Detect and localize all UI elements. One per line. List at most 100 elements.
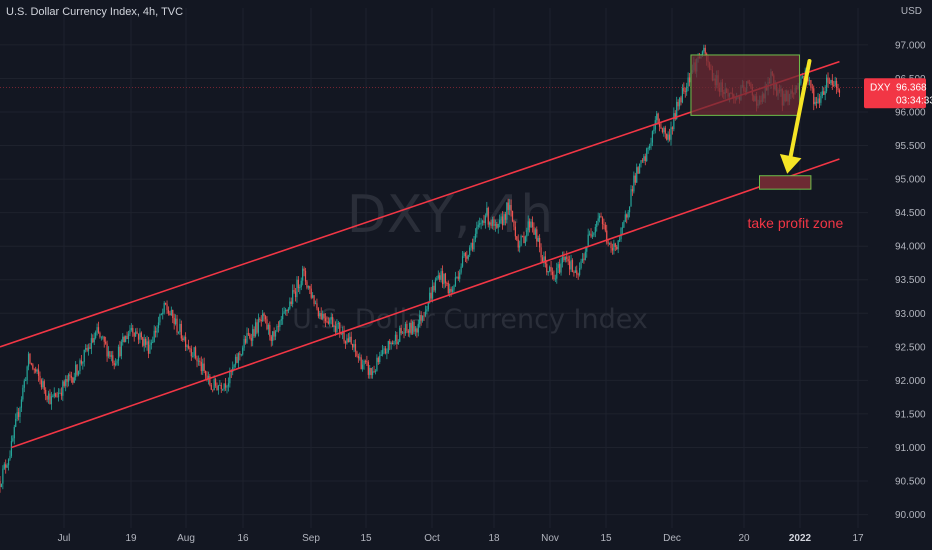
candle-body <box>521 235 524 237</box>
candle-body <box>244 338 247 343</box>
candle-body <box>283 311 285 314</box>
candle-body <box>137 333 140 340</box>
candle-body <box>382 349 384 355</box>
candle-body <box>814 101 816 105</box>
candle-body <box>279 320 281 327</box>
candle-body <box>423 315 425 317</box>
candle-body <box>571 260 574 272</box>
candle-body <box>821 91 823 96</box>
candle-body <box>289 301 291 309</box>
candle-body <box>390 342 392 345</box>
candle-body <box>420 314 422 321</box>
candle-body <box>464 253 467 257</box>
candle-body <box>579 268 581 276</box>
candle-body <box>252 329 254 341</box>
candle-body <box>541 257 544 263</box>
candle-body <box>190 348 192 357</box>
candle-body <box>830 79 832 84</box>
candle-body <box>199 360 201 362</box>
candle-body <box>274 331 277 337</box>
candle-body <box>584 251 586 260</box>
candle-body <box>523 236 525 244</box>
candle-body <box>307 286 309 288</box>
candle-body <box>576 270 578 275</box>
candle-body <box>293 290 295 292</box>
candle-body <box>333 325 335 327</box>
candle-body <box>90 338 92 349</box>
candle-body <box>494 223 496 226</box>
candle-body <box>110 355 112 357</box>
candle-body <box>197 360 200 362</box>
candle-body <box>284 309 287 312</box>
candle-body <box>135 331 137 337</box>
candle-body <box>73 377 75 383</box>
candle-body <box>32 364 34 369</box>
candle-body <box>356 351 358 356</box>
candle-body <box>469 247 471 256</box>
candle-body <box>165 302 167 305</box>
candle-body <box>450 288 452 292</box>
candle-body <box>514 226 516 237</box>
candle-body <box>313 295 315 304</box>
candle-body <box>337 322 339 324</box>
candle-body <box>516 236 518 240</box>
candle-body <box>63 381 65 386</box>
candle-body <box>600 215 602 218</box>
candle-body <box>122 336 124 342</box>
candle-body <box>503 214 505 226</box>
candle-body <box>604 224 606 231</box>
candle-body <box>661 128 664 133</box>
candle-body <box>150 342 152 345</box>
candle-body <box>80 360 82 364</box>
candle-body <box>174 318 177 325</box>
candle-body <box>825 77 828 92</box>
candle-body <box>56 396 58 398</box>
time-axis[interactable]: Jul 19 Aug 16 Sep 15 Oct 18 Nov 15 Dec 20 2022 17 <box>0 528 932 550</box>
candle-body <box>277 326 279 328</box>
candle-body <box>264 316 267 320</box>
candle-body <box>184 336 187 347</box>
candle-body <box>362 364 364 370</box>
candle-body <box>303 268 305 271</box>
take-profit-zone <box>759 175 812 190</box>
candle-body <box>586 246 588 252</box>
last-price-symbol: DXY <box>870 82 891 93</box>
candle-body <box>169 313 171 316</box>
candle-body <box>189 348 191 349</box>
candle-body <box>833 85 835 86</box>
price-tick-label: 90.000 <box>895 510 926 521</box>
candle-body <box>664 127 666 134</box>
candle-body <box>406 324 408 331</box>
candle-body <box>824 91 826 95</box>
candle-body <box>524 236 526 244</box>
candle-body <box>29 353 31 364</box>
candle-body <box>807 78 809 82</box>
candle-body <box>176 318 178 333</box>
candle-body <box>437 275 439 279</box>
candle-body <box>551 271 554 275</box>
candle-body <box>620 228 622 240</box>
candle-body <box>125 335 127 343</box>
candle-body <box>314 303 317 305</box>
candle-body <box>177 331 180 333</box>
candle-body <box>529 221 531 228</box>
candle-body <box>136 331 138 334</box>
candle-body <box>180 323 182 339</box>
candle-body <box>643 156 645 161</box>
candle-body <box>157 322 160 328</box>
candle-body <box>703 47 705 52</box>
candle-body <box>394 334 397 342</box>
time-tick-label: 19 <box>125 533 137 544</box>
candle-body <box>53 393 55 397</box>
candle-body <box>581 258 584 262</box>
candle-body <box>500 216 502 221</box>
candle-body <box>186 345 188 347</box>
candle-body <box>543 256 545 263</box>
candle-body <box>23 380 25 388</box>
candle-body <box>510 205 512 211</box>
candle-body <box>217 385 220 391</box>
candle-body <box>673 113 675 130</box>
candle-body <box>377 357 379 362</box>
arrow-shaft <box>788 58 812 159</box>
